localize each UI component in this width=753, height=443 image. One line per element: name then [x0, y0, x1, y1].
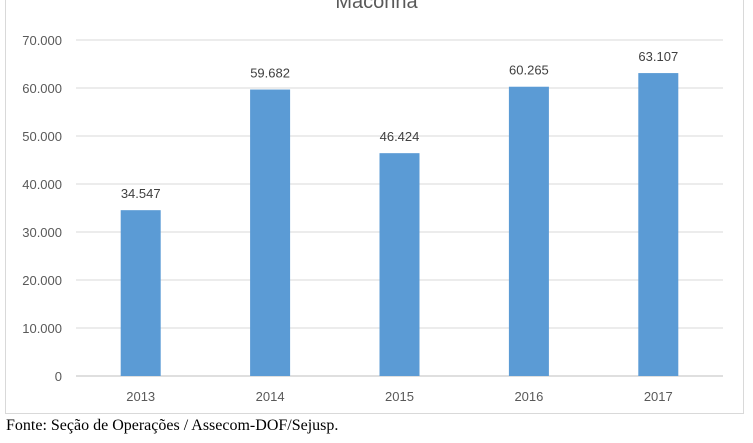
data-label: 63.107 — [638, 49, 678, 64]
data-label: 60.265 — [509, 63, 549, 78]
y-tick-label: 20.000 — [22, 273, 62, 288]
y-tick-label: 70.000 — [22, 33, 62, 48]
y-tick-label: 60.000 — [22, 81, 62, 96]
x-tick-label: 2017 — [644, 389, 673, 404]
bar-chart: 0 10.000 20.000 30.000 40.000 50.000 60.000 70.… — [22, 33, 723, 404]
chart-title: Maconha — [335, 0, 418, 13]
data-label: 46.424 — [380, 129, 420, 144]
bar-2014 — [250, 89, 291, 376]
bar-2017 — [638, 73, 679, 377]
bar-2016 — [508, 86, 549, 376]
x-tick-label: 2014 — [256, 389, 285, 404]
x-tick-label: 2013 — [126, 389, 155, 404]
data-label: 34.547 — [121, 186, 161, 201]
x-tick-label: 2015 — [385, 389, 414, 404]
y-tick-label: 50.000 — [22, 129, 62, 144]
x-tick-label: 2016 — [514, 389, 543, 404]
source-note: Fonte: Seção de Operações / Assecom-DOF/… — [6, 417, 339, 434]
bar-2015 — [379, 153, 420, 376]
y-tick-label: 30.000 — [22, 225, 62, 240]
chart-frame — [5, 0, 744, 414]
data-label: 59.682 — [250, 66, 290, 81]
y-tick-label: 40.000 — [22, 177, 62, 192]
y-tick-label: 0 — [55, 369, 62, 384]
bar-2013 — [120, 210, 161, 376]
y-tick-label: 10.000 — [22, 321, 62, 336]
